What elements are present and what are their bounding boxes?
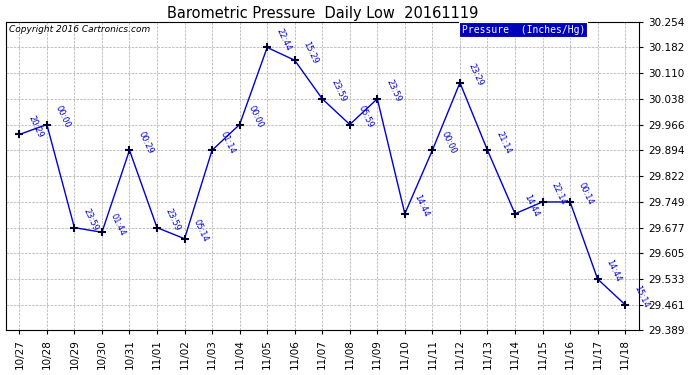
Text: 23:59: 23:59	[329, 78, 348, 104]
Text: 21:14: 21:14	[495, 130, 513, 155]
Text: 23:29: 23:29	[467, 62, 485, 87]
Text: Pressure  (Inches/Hg): Pressure (Inches/Hg)	[462, 25, 585, 35]
Text: 00:00: 00:00	[440, 130, 457, 155]
Text: 01:44: 01:44	[109, 212, 127, 237]
Text: Copyright 2016 Cartronics.com: Copyright 2016 Cartronics.com	[9, 25, 150, 34]
Text: 22:14: 22:14	[549, 182, 568, 207]
Text: 14:44: 14:44	[412, 193, 430, 219]
Text: 14:44: 14:44	[604, 258, 623, 284]
Text: 01:14: 01:14	[219, 130, 237, 155]
Text: 23:59: 23:59	[164, 207, 182, 232]
Text: 05:14: 05:14	[192, 218, 210, 243]
Text: 00:00: 00:00	[246, 104, 265, 129]
Text: 23:59: 23:59	[384, 78, 402, 104]
Text: 15:14: 15:14	[632, 284, 650, 309]
Text: 00:14: 00:14	[577, 182, 595, 207]
Text: 23:59: 23:59	[81, 207, 99, 232]
Text: 15:29: 15:29	[302, 40, 320, 65]
Text: 05:59: 05:59	[357, 104, 375, 129]
Text: 00:00: 00:00	[54, 104, 72, 129]
Text: 20:29: 20:29	[26, 114, 44, 139]
Text: 22:44: 22:44	[274, 27, 293, 52]
Text: 14:44: 14:44	[522, 193, 540, 219]
Text: 00:29: 00:29	[137, 130, 155, 155]
Title: Barometric Pressure  Daily Low  20161119: Barometric Pressure Daily Low 20161119	[166, 6, 478, 21]
